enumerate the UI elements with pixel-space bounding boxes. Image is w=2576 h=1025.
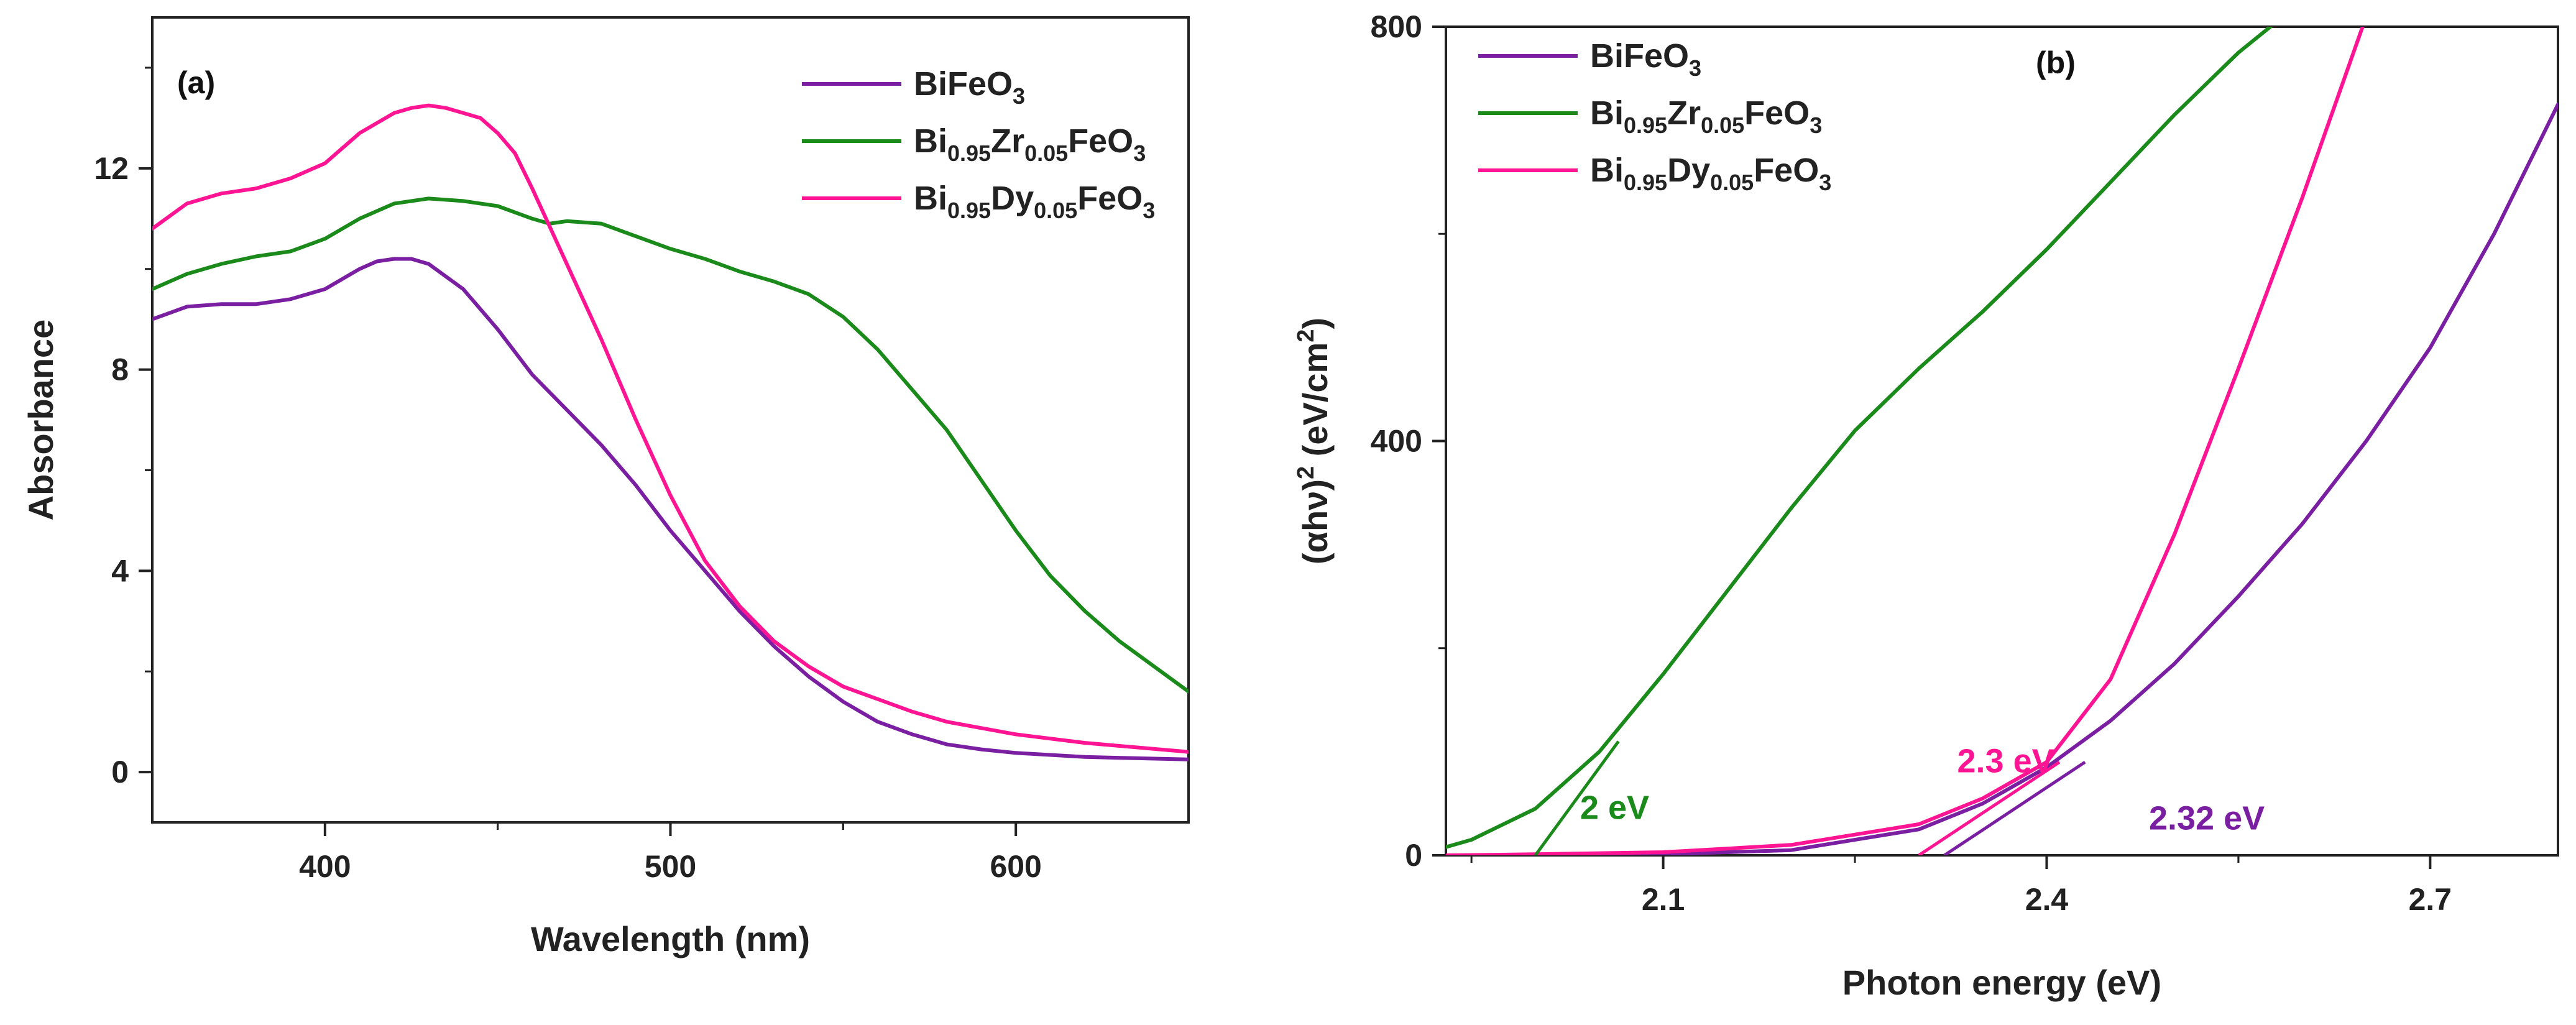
x-tick-label: 400 [299, 849, 351, 884]
x-axis-title: Photon energy (eV) [1842, 963, 2161, 1002]
x-tick-label: 2.7 [2409, 882, 2452, 917]
y-tick-label: 12 [94, 151, 129, 186]
series-line-0 [1446, 103, 2558, 855]
y-tick-label: 800 [1371, 9, 1422, 44]
x-tick-label: 600 [990, 849, 1041, 884]
legend-label: BiFeO3 [1590, 37, 1701, 81]
tangent-line-2 [1943, 760, 2086, 855]
y-tick-label: 0 [111, 755, 129, 789]
y-tick-label: 400 [1371, 424, 1422, 459]
panel-a-chart: 400 500 600 0 4 8 12 BiFeO3 Bi0.95Zr0.05FeO3 Bi0.… [21, 16, 1190, 958]
x-tick-label: 2.1 [1642, 882, 1685, 917]
bandgap-annotation: 2.3 eV [1957, 743, 2054, 780]
panel-b-chart: 2.1 2.4 2.7 0 400 800 2 eV 2.3 eV 2.32 eV BiFeO3 B… [1293, 9, 2559, 1002]
plot-frame [1445, 25, 2559, 857]
series-line-2 [1446, 27, 2365, 855]
panel-label: (a) [177, 65, 215, 100]
series-line-1 [152, 196, 1189, 694]
x-tick-label: 2.4 [2025, 882, 2069, 917]
y-axis-title: Absorbance [21, 319, 60, 521]
legend-label: Bi0.95Dy0.05FeO3 [1590, 152, 1831, 195]
series-line-0 [152, 257, 1189, 761]
series-group [152, 103, 1189, 761]
y-tick-label: 4 [111, 553, 129, 588]
y-tick-label: 8 [111, 352, 129, 387]
bandgap-annotation: 2 eV [1580, 789, 1649, 827]
bandgap-annotation: 2.32 eV [2149, 799, 2265, 837]
tangent-line-1 [1918, 760, 2061, 855]
series-group [1446, 27, 2558, 855]
legend-label: BiFeO3 [914, 65, 1025, 109]
series-line-2 [152, 103, 1189, 754]
legend-label: Bi0.95Dy0.05FeO3 [914, 180, 1155, 223]
plot-frame [151, 16, 1190, 824]
series-line-1 [1446, 27, 2274, 849]
legend-label: Bi0.95Zr0.05FeO3 [1590, 94, 1822, 138]
tangent-line-0 [1534, 740, 1620, 855]
y-axis-title: (αhν)2 (eV/cm2) [1293, 318, 1335, 564]
legend-label: Bi0.95Zr0.05FeO3 [914, 122, 1146, 166]
panel-label: (b) [2036, 45, 2076, 80]
y-tick-label: 0 [1405, 838, 1422, 873]
x-tick-label: 500 [645, 849, 696, 884]
x-axis-title: Wavelength (nm) [531, 919, 810, 958]
